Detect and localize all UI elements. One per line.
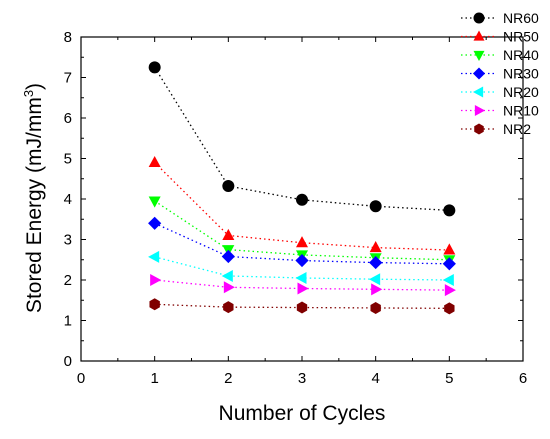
- data-point: [148, 61, 161, 74]
- y-tick-label: 6: [64, 110, 72, 127]
- data-point: [150, 274, 162, 286]
- x-tick-label: 0: [77, 370, 85, 387]
- data-point: [223, 301, 234, 314]
- data-point: [296, 301, 308, 314]
- y-tick-label: 1: [64, 313, 72, 330]
- data-point: [444, 302, 455, 315]
- legend-marker: [473, 12, 485, 24]
- y-tick-label: 8: [64, 29, 72, 46]
- series-line: [154, 222, 450, 265]
- data-point: [371, 283, 383, 296]
- x-tick-label: 6: [519, 370, 527, 387]
- x-tick-label: 3: [298, 370, 306, 387]
- y-axis-title-superscript: 3: [21, 90, 36, 97]
- data-point: [443, 243, 456, 255]
- data-point: [149, 298, 160, 311]
- series-nr2: [149, 298, 455, 315]
- legend-item-nr60: NR60: [461, 10, 539, 26]
- y-tick-label: 3: [64, 232, 72, 249]
- x-tick-label: 2: [224, 370, 232, 387]
- x-axis-ticks: 0 1 2 3 4 5 6: [77, 37, 527, 387]
- series-line: [154, 67, 450, 211]
- legend-item-nr20: NR20: [461, 84, 539, 100]
- data-point: [297, 282, 309, 295]
- x-tick-label: 5: [445, 370, 453, 387]
- data-point: [148, 155, 161, 168]
- data-point: [148, 250, 160, 263]
- y-tick-label: 4: [64, 191, 72, 208]
- x-tick-label: 1: [150, 370, 158, 387]
- legend-item-nr30: NR30: [461, 66, 539, 82]
- legend-label: NR20: [503, 84, 539, 100]
- legend-label: NR2: [503, 121, 531, 137]
- legend-label: NR10: [503, 103, 539, 119]
- data-point: [370, 301, 381, 314]
- legend-marker: [474, 105, 486, 116]
- legend-label: NR30: [503, 66, 539, 82]
- series-nr10: [150, 274, 456, 297]
- series-nr60: [148, 61, 456, 217]
- legend-item-nr50: NR50: [461, 29, 539, 45]
- legend-label: NR60: [503, 10, 539, 26]
- legend-label: NR40: [503, 47, 539, 63]
- data-point: [296, 236, 308, 248]
- data-point: [221, 269, 233, 282]
- y-axis-title-close: ): [23, 83, 46, 90]
- data-point: [369, 255, 383, 270]
- data-point: [369, 241, 382, 253]
- data-point: [442, 274, 454, 286]
- legend-marker: [473, 50, 485, 62]
- legend-label: NR50: [503, 29, 539, 45]
- y-tick-label: 5: [64, 151, 72, 168]
- x-tick-label: 4: [371, 370, 379, 387]
- legend-item-nr10: NR10: [461, 103, 539, 119]
- data-point: [443, 204, 456, 217]
- x-axis-title: Number of Cycles: [219, 402, 386, 425]
- data-point: [148, 216, 162, 230]
- y-tick-label: 0: [64, 353, 72, 370]
- legend-marker: [472, 67, 486, 80]
- y-axis-title: Stored Energy (mJ/mm3): [21, 83, 46, 313]
- data-point: [222, 228, 235, 240]
- data-point: [148, 196, 161, 208]
- series-nr30: [148, 216, 456, 271]
- data-point: [444, 284, 456, 297]
- data-series: [148, 61, 456, 315]
- y-axis-title-main: Stored Energy (mJ/mm: [23, 97, 46, 313]
- data-point: [222, 180, 235, 193]
- data-point: [223, 281, 235, 294]
- legend-marker: [474, 123, 484, 135]
- legend-item-nr2: NR2: [461, 121, 531, 137]
- legend-marker: [473, 30, 485, 41]
- data-point: [369, 200, 382, 213]
- y-tick-label: 7: [64, 70, 72, 87]
- data-point: [369, 273, 381, 286]
- data-point: [296, 193, 308, 206]
- series-nr50: [148, 155, 456, 255]
- legend-marker: [472, 86, 484, 98]
- data-point: [221, 249, 235, 264]
- data-point: [295, 271, 307, 284]
- legend: NR60 NR50 NR40 NR30 NR20 NR10 NR2: [461, 10, 539, 137]
- series-nr20: [148, 250, 454, 286]
- y-axis-ticks: 0 1 2 3 4 5 6 7 8: [64, 29, 523, 370]
- data-point: [295, 253, 309, 268]
- y-tick-label: 2: [64, 272, 72, 289]
- data-point: [442, 257, 456, 271]
- legend-item-nr40: NR40: [461, 47, 539, 63]
